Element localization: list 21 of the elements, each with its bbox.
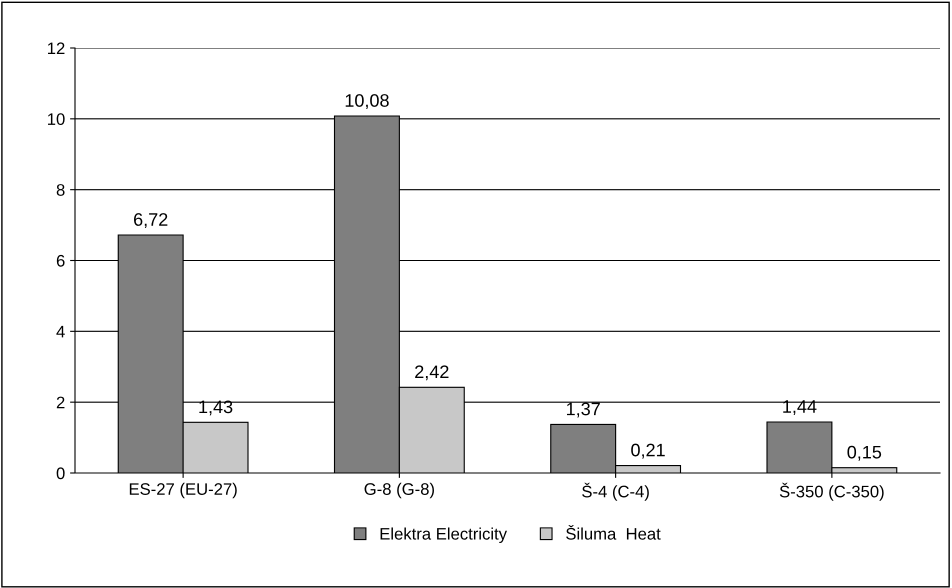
data-label: 1,43	[199, 400, 232, 416]
y-tick-label: 0	[56, 467, 65, 480]
y-tick-label: 10	[48, 113, 65, 126]
y-tick-label: 4	[56, 326, 65, 338]
legend-label: Elektra Electricity	[380, 527, 508, 543]
y-tick-label: 12	[48, 42, 64, 54]
y-tick-label: 2	[56, 396, 64, 408]
x-tick-label: G-8 (G-8)	[364, 482, 434, 498]
legend-label: Šiluma Heat	[566, 524, 661, 540]
data-label: 1,44	[783, 400, 816, 416]
data-label: 0,15	[847, 446, 882, 461]
y-tick-label: 8	[56, 184, 65, 196]
data-label: 0,21	[631, 444, 665, 459]
data-label: 6,72	[134, 213, 168, 228]
x-tick-label: ES-27 (EU-27)	[130, 482, 237, 498]
data-label: 10,08	[346, 94, 389, 110]
data-label: 2,42	[415, 365, 448, 380]
x-tick-label: Š-4 (C-4)	[582, 482, 649, 501]
x-tick-label: Š-350 (C-350)	[780, 482, 884, 501]
y-tick-label: 6	[56, 254, 65, 267]
data-label: 1,37	[566, 402, 600, 418]
